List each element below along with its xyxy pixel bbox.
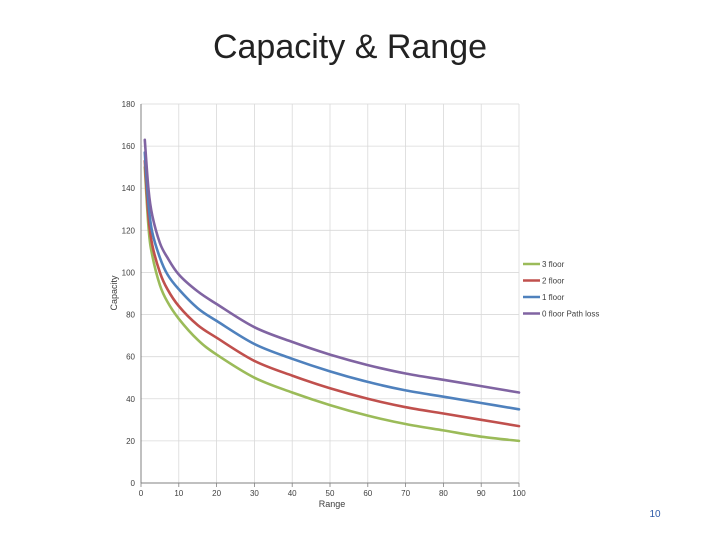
series-line-1 xyxy=(143,165,521,443)
x-tick-label: 50 xyxy=(326,489,335,498)
chart-gridlines xyxy=(141,103,520,483)
x-tick-label: 70 xyxy=(401,489,410,498)
legend-label: 1 floor xyxy=(542,293,565,302)
y-tick-label: 140 xyxy=(122,184,136,193)
legend-label: 2 floor xyxy=(542,277,565,286)
x-tick-label: 80 xyxy=(439,489,448,498)
y-tick-label: 20 xyxy=(126,437,135,446)
series-line-3 xyxy=(143,151,521,411)
y-tick-label: 100 xyxy=(122,268,136,277)
y-tick-label: 160 xyxy=(122,142,136,151)
legend-label: 0 floor Path loss xyxy=(542,310,599,319)
x-tick-label: 100 xyxy=(512,489,526,498)
chart-axes: 0 20 40 60 80 100 120 140 160 180 0 10 20 30 40 50 60 70 8… xyxy=(122,100,527,498)
y-axis-title: Capacity xyxy=(109,275,119,311)
x-tick-label: 60 xyxy=(363,489,372,498)
series-line-4 xyxy=(143,138,521,394)
y-tick-label: 80 xyxy=(126,311,135,320)
y-tick-label: 40 xyxy=(126,395,135,404)
x-tick-label: 90 xyxy=(477,489,486,498)
y-tick-label: 0 xyxy=(131,479,136,488)
y-tick-label: 180 xyxy=(122,100,136,109)
x-tick-label: 10 xyxy=(174,489,183,498)
series-line-2 xyxy=(143,159,521,428)
y-tick-label: 60 xyxy=(126,353,135,362)
chart-legend: 3 floor 2 floor 1 floor 0 floor Path loss xyxy=(523,260,599,319)
x-tick-label: 40 xyxy=(288,489,297,498)
y-tick-label: 120 xyxy=(122,226,136,235)
legend-label: 3 floor xyxy=(542,260,565,269)
chart-series xyxy=(143,138,521,443)
x-tick-label: 20 xyxy=(212,489,221,498)
page-number: 10 xyxy=(649,509,661,520)
slide-title: Capacity & Range xyxy=(212,28,488,66)
x-tick-label: 0 xyxy=(139,489,144,498)
x-tick-label: 30 xyxy=(250,489,259,498)
x-axis-title: Range xyxy=(319,499,346,509)
